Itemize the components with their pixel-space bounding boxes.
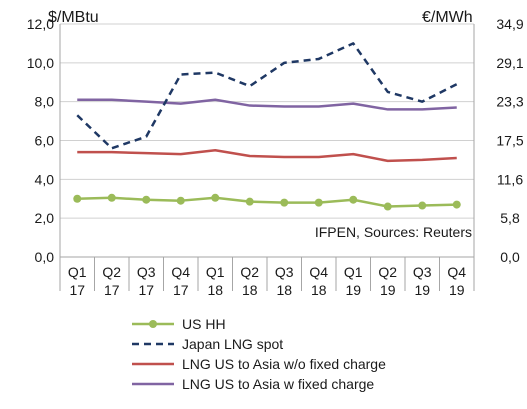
right-axis-unit: €/MWh [422, 9, 473, 26]
x-tick-label: 17 [173, 282, 189, 298]
legend-swatch [132, 320, 174, 328]
x-tick-label: Q1 [206, 264, 225, 280]
x-tick-label: 19 [380, 282, 396, 298]
series-line [77, 98, 457, 111]
data-point [383, 202, 392, 211]
legend-label: US HH [182, 316, 226, 332]
legend-item: US HH [130, 314, 386, 334]
source-note: IFPEN, Sources: Reuters [315, 224, 472, 240]
legend-swatch [132, 362, 174, 366]
series-line [77, 196, 457, 208]
legend-item: LNG US to Asia w/o fixed charge [130, 354, 386, 374]
data-point [142, 195, 151, 204]
x-tick-label: Q4 [447, 264, 466, 280]
x-tick-label: Q2 [102, 264, 121, 280]
data-point [452, 200, 461, 209]
series-line [77, 148, 457, 163]
y2-tick-label: 17,5 [496, 133, 523, 149]
legend: US HH Japan LNG spot LNG US to Asia w/o fi… [130, 314, 386, 394]
x-tick-label: 17 [69, 282, 85, 298]
y-tick-label: 10,0 [27, 55, 54, 71]
x-tick-label: Q1 [68, 264, 87, 280]
y2-tick-label: 34,9 [496, 16, 523, 32]
legend-swatch [132, 382, 174, 386]
x-tick-label: 18 [311, 282, 327, 298]
data-point [73, 194, 82, 203]
y2-tick-label: 11,6 [497, 171, 523, 187]
left-axis-unit: $/MBtu [48, 9, 99, 26]
x-tick-label: Q3 [413, 264, 432, 280]
y-tick-label: 8,0 [35, 94, 55, 110]
x-tick-label: 18 [242, 282, 258, 298]
data-point [211, 193, 220, 202]
y-tick-label: 4,0 [35, 171, 55, 187]
y-tick-label: 2,0 [35, 210, 55, 226]
x-tick-label: Q4 [171, 264, 190, 280]
x-tick-label: Q1 [344, 264, 363, 280]
series-line [76, 42, 458, 150]
y2-tick-label: 5,8 [500, 210, 520, 226]
legend-label: LNG US to Asia w/o fixed charge [182, 356, 386, 372]
data-point [245, 197, 254, 206]
x-tick-label: 19 [414, 282, 430, 298]
legend-item: LNG US to Asia w fixed charge [130, 374, 386, 394]
x-tick-label: 18 [207, 282, 223, 298]
x-tick-label: 17 [104, 282, 120, 298]
y-tick-label: 6,0 [35, 133, 55, 149]
legend-item: Japan LNG spot [130, 334, 386, 354]
data-point [107, 193, 116, 202]
data-point [418, 201, 427, 210]
y2-tick-label: 29,1 [496, 55, 523, 71]
y-tick-label: 12,0 [27, 16, 54, 32]
data-point [280, 198, 289, 207]
legend-swatch [132, 342, 174, 346]
x-tick-label: Q2 [378, 264, 397, 280]
y2-tick-label: 0,0 [500, 249, 520, 265]
y2-tick-label: 23,3 [496, 94, 523, 110]
y-tick-label: 0,0 [35, 249, 55, 265]
legend-label: LNG US to Asia w fixed charge [182, 376, 375, 392]
x-tick-label: Q3 [137, 264, 156, 280]
legend-label: Japan LNG spot [182, 336, 284, 352]
x-tick-label: Q2 [240, 264, 259, 280]
data-point [176, 196, 185, 205]
x-tick-label: 19 [449, 282, 465, 298]
x-tick-label: Q4 [309, 264, 328, 280]
x-tick-label: 18 [276, 282, 292, 298]
x-tick-label: 19 [345, 282, 361, 298]
data-point [349, 195, 358, 204]
x-tick-label: Q3 [275, 264, 294, 280]
x-tick-label: 17 [138, 282, 154, 298]
data-point [314, 198, 323, 207]
